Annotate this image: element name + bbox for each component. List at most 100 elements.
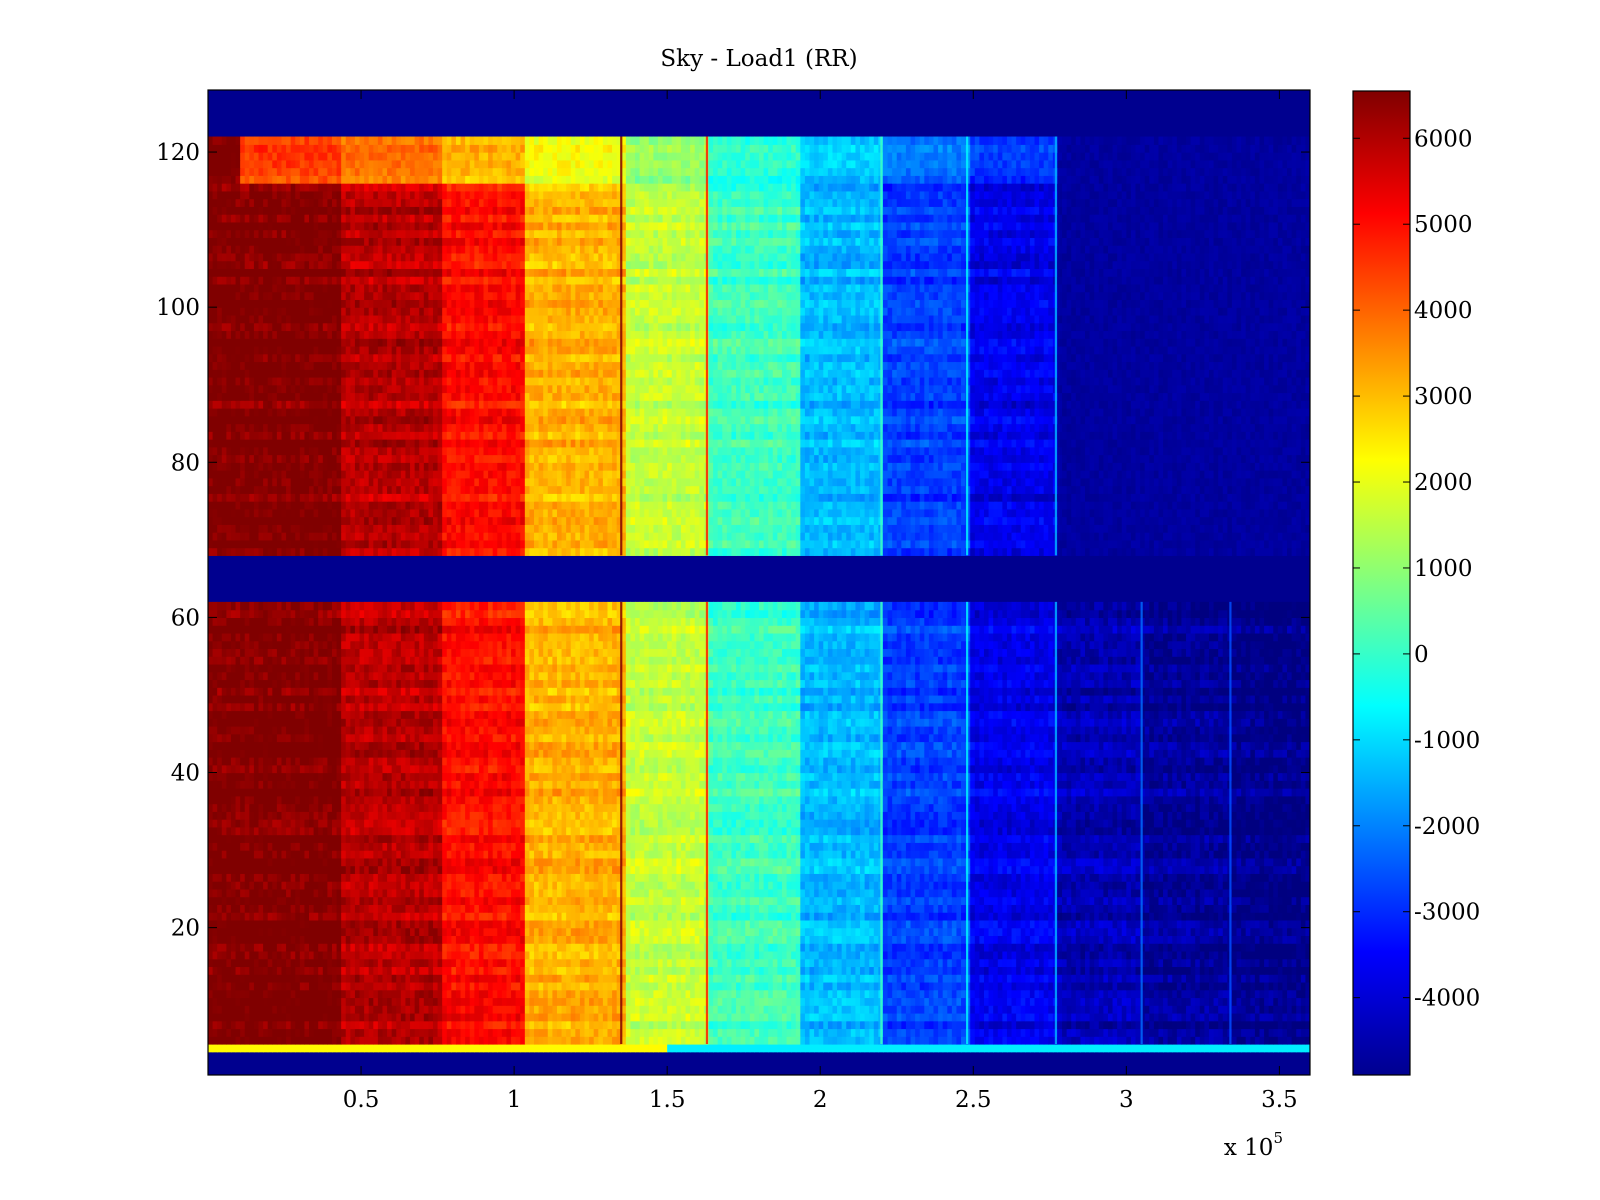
heatmap-cell	[562, 982, 567, 990]
heatmap-cell	[240, 966, 245, 974]
heatmap-cell	[327, 1044, 332, 1052]
heatmap-cell	[947, 928, 952, 936]
heatmap-cell	[842, 966, 847, 974]
heatmap-cell	[759, 920, 764, 928]
heatmap-cell	[938, 966, 943, 974]
heatmap-cell	[543, 959, 548, 967]
heatmap-cell	[851, 1028, 856, 1036]
heatmap-cell	[1292, 1044, 1297, 1052]
heatmap-cell	[741, 943, 746, 951]
heatmap-cell	[465, 920, 470, 928]
heatmap-cell	[259, 889, 264, 897]
heatmap-cell	[1002, 982, 1007, 990]
heatmap-cell	[759, 966, 764, 974]
heatmap-cell	[1035, 974, 1040, 982]
heatmap-cell	[378, 990, 383, 998]
heatmap-cell	[259, 966, 264, 974]
heatmap-cell	[323, 920, 328, 928]
heatmap-cell	[777, 982, 782, 990]
heatmap-cell	[612, 889, 617, 897]
heatmap-cell	[451, 982, 456, 990]
heatmap-cell	[263, 951, 268, 959]
heatmap-cell	[1062, 1021, 1067, 1029]
heatmap-cell	[226, 1028, 231, 1036]
heatmap-cell	[571, 990, 576, 998]
heatmap-cell	[1113, 1013, 1118, 1021]
heatmap-cell	[566, 1036, 571, 1044]
heatmap-cell	[1177, 928, 1182, 936]
heatmap-cell	[341, 1028, 346, 1036]
heatmap-cell	[764, 959, 769, 967]
heatmap-cell	[979, 889, 984, 897]
heatmap-cell	[1218, 974, 1223, 982]
heatmap-cell	[1044, 990, 1049, 998]
heatmap-cell	[1035, 889, 1040, 897]
heatmap-cell	[419, 897, 424, 905]
heatmap-cell	[773, 1005, 778, 1013]
heatmap-cell	[1214, 912, 1219, 920]
heatmap-cell	[272, 1021, 277, 1029]
heatmap-cell	[341, 990, 346, 998]
heatmap-cell	[1181, 1005, 1186, 1013]
heatmap-cell	[754, 1021, 759, 1029]
heatmap-cell	[731, 904, 736, 912]
heatmap-cell	[1282, 935, 1287, 943]
heatmap-cell	[819, 943, 824, 951]
heatmap-cell	[832, 959, 837, 967]
heatmap-cell	[1241, 928, 1246, 936]
heatmap-cell	[291, 990, 296, 998]
heatmap-cell	[1250, 1028, 1255, 1036]
heatmap-cell	[800, 1028, 805, 1036]
heatmap-cell	[667, 912, 672, 920]
heatmap-cell	[1103, 997, 1108, 1005]
heatmap-cell	[630, 1028, 635, 1036]
heatmap-cell	[915, 997, 920, 1005]
heatmap-cell	[222, 982, 227, 990]
heatmap-cell	[1255, 904, 1260, 912]
heatmap-cell	[575, 1013, 580, 1021]
heatmap-cell	[640, 935, 645, 943]
heatmap-cell	[658, 1028, 663, 1036]
heatmap-cell	[497, 997, 502, 1005]
heatmap-cell	[525, 990, 530, 998]
heatmap-cell	[539, 889, 544, 897]
heatmap-cell	[787, 1005, 792, 1013]
heatmap-cell	[943, 1028, 948, 1036]
heatmap-cell	[800, 889, 805, 897]
heatmap-cell	[259, 959, 264, 967]
heatmap-cell	[373, 982, 378, 990]
heatmap-cell	[571, 943, 576, 951]
heatmap-cell	[1002, 1013, 1007, 1021]
heatmap-cell	[1191, 997, 1196, 1005]
heatmap-cell	[1062, 1044, 1067, 1052]
heatmap-cell	[947, 982, 952, 990]
heatmap-cell	[718, 974, 723, 982]
heatmap-cell	[736, 990, 741, 998]
heatmap-cell	[249, 1021, 254, 1029]
heatmap-cell	[1122, 997, 1127, 1005]
heatmap-cell	[1287, 928, 1292, 936]
heatmap-cell	[865, 1044, 870, 1052]
heatmap-cell	[323, 897, 328, 905]
heatmap-cell	[484, 1036, 489, 1044]
heatmap-cell	[493, 943, 498, 951]
heatmap-cell	[640, 912, 645, 920]
heatmap-cell	[1246, 1036, 1251, 1044]
heatmap-cell	[1007, 966, 1012, 974]
heatmap-cell	[337, 928, 342, 936]
heatmap-cell	[768, 935, 773, 943]
heatmap-cell	[1296, 1021, 1301, 1029]
heatmap-cell	[736, 997, 741, 1005]
heatmap-cell	[277, 943, 282, 951]
heatmap-cell	[644, 990, 649, 998]
heatmap-cell	[575, 997, 580, 1005]
heatmap-cell	[846, 889, 851, 897]
heatmap-cell	[557, 966, 562, 974]
heatmap-cell	[1264, 997, 1269, 1005]
heatmap-cell	[1255, 1044, 1260, 1052]
heatmap-cell	[791, 1013, 796, 1021]
heatmap-cell	[208, 1028, 213, 1036]
heatmap-cell	[722, 990, 727, 998]
heatmap-cell	[805, 1005, 810, 1013]
heatmap-cell	[1067, 1021, 1072, 1029]
